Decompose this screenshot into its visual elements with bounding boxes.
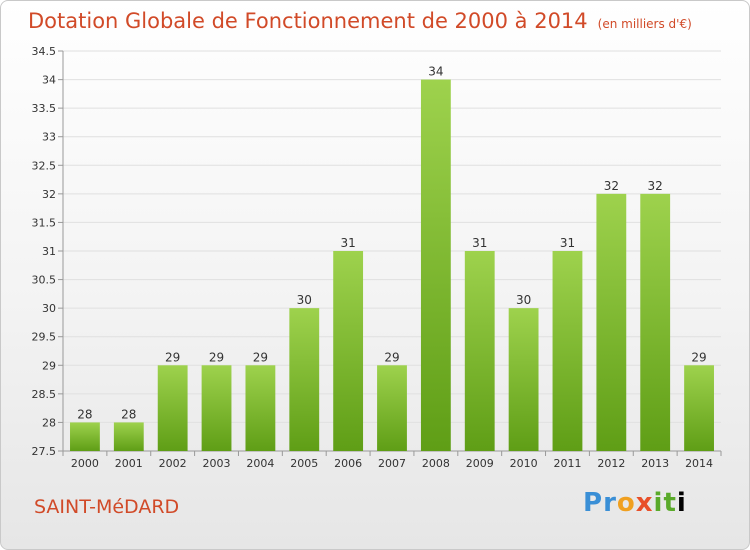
bar-2010	[508, 308, 539, 451]
data-label-2009: 31	[472, 236, 487, 250]
data-label-2007: 29	[384, 350, 399, 364]
y-tick-label: 29.5	[32, 331, 57, 344]
y-tick-label: 31.5	[32, 216, 57, 229]
x-tick-label-2000: 2000	[71, 457, 99, 470]
x-tick-label-2009: 2009	[466, 457, 494, 470]
chart-title: Dotation Globale de Fonctionnement de 20…	[28, 9, 692, 33]
data-label-2004: 29	[253, 350, 268, 364]
bar-2003	[201, 365, 232, 451]
y-tick-label: 31	[42, 245, 56, 258]
data-label-2002: 29	[165, 350, 180, 364]
y-tick-labels: 27.5 28 28.5 29 29.5 30 30.5 31 31.5 32 32.5 33 33.5…	[32, 45, 57, 458]
logo-letter: i	[676, 488, 687, 518]
data-label-2005: 30	[297, 293, 312, 307]
x-tick-label-2004: 2004	[246, 457, 274, 470]
x-tick-label-2014: 2014	[685, 457, 713, 470]
bar-2002	[157, 365, 188, 451]
y-tick-label: 30	[42, 302, 56, 315]
bar-2000	[70, 422, 100, 451]
logo-letter: o	[616, 488, 636, 518]
x-tick-label-2001: 2001	[115, 457, 143, 470]
y-tick-label: 32.5	[32, 159, 57, 172]
logo-letter: i	[653, 488, 664, 518]
data-label-2014: 29	[691, 350, 706, 364]
bar-2014	[684, 365, 714, 451]
data-label-2003: 29	[209, 350, 224, 364]
bar-2004	[245, 365, 276, 451]
x-tick-label-2012: 2012	[597, 457, 625, 470]
bar-2012	[596, 193, 627, 451]
y-tick-label: 32	[42, 188, 56, 201]
data-label-2012: 32	[604, 179, 619, 193]
data-label-2000: 28	[77, 407, 92, 421]
bar-2005	[289, 308, 320, 451]
logo-letter: P	[583, 488, 604, 518]
data-label-2013: 32	[648, 179, 663, 193]
y-tick-label: 34.5	[32, 45, 57, 58]
y-tick-label: 29	[42, 359, 56, 372]
proxiti-logo: Proxiti	[583, 488, 687, 518]
y-tick-label: 28.5	[32, 388, 57, 401]
logo-letter: t	[663, 488, 677, 518]
logo-letter: x	[635, 488, 654, 518]
y-tick-label: 28	[42, 416, 56, 429]
y-tick-label: 30.5	[32, 274, 57, 287]
bar-2013	[640, 193, 671, 451]
data-label-2011: 31	[560, 236, 575, 250]
x-tick-label-2007: 2007	[378, 457, 406, 470]
y-tick-label: 33.5	[32, 102, 57, 115]
commune-name: SAINT-MéDARD	[34, 496, 180, 518]
x-tick-label-2013: 2013	[641, 457, 669, 470]
x-tick-label-2003: 2003	[203, 457, 231, 470]
data-label-2008: 34	[428, 65, 443, 79]
x-tick-label-2011: 2011	[553, 457, 581, 470]
y-tick-label: 34	[42, 74, 56, 87]
logo-letter: r	[603, 488, 617, 518]
y-tick-label: 33	[42, 131, 56, 144]
bar-2008	[420, 79, 451, 452]
x-tick-labels: 2000 2001 2002 2003 2004 2005 2006 2007 2008 2009…	[71, 457, 713, 470]
x-tick-label-2006: 2006	[334, 457, 362, 470]
bar-2001	[113, 422, 144, 451]
bar-2007	[377, 365, 407, 451]
chart-unit: (en milliers d'€)	[597, 17, 692, 31]
y-tick-label: 27.5	[32, 445, 57, 458]
bar-2009	[464, 251, 495, 451]
data-label-2006: 31	[340, 236, 355, 250]
x-tick-label-2010: 2010	[510, 457, 538, 470]
data-labels: 28 28 29 29 29 30 31 29 34 31 30 31 32 32 29	[77, 65, 706, 422]
data-label-2010: 30	[516, 293, 531, 307]
x-tick-label-2008: 2008	[422, 457, 450, 470]
data-label-2001: 28	[121, 407, 136, 421]
bar-2011	[552, 251, 583, 451]
chart-title-text: Dotation Globale de Fonctionnement de 20…	[28, 9, 588, 33]
x-tick-label-2002: 2002	[159, 457, 187, 470]
x-tick-label-2005: 2005	[290, 457, 318, 470]
bars	[70, 79, 714, 452]
bar-2006	[333, 251, 364, 451]
